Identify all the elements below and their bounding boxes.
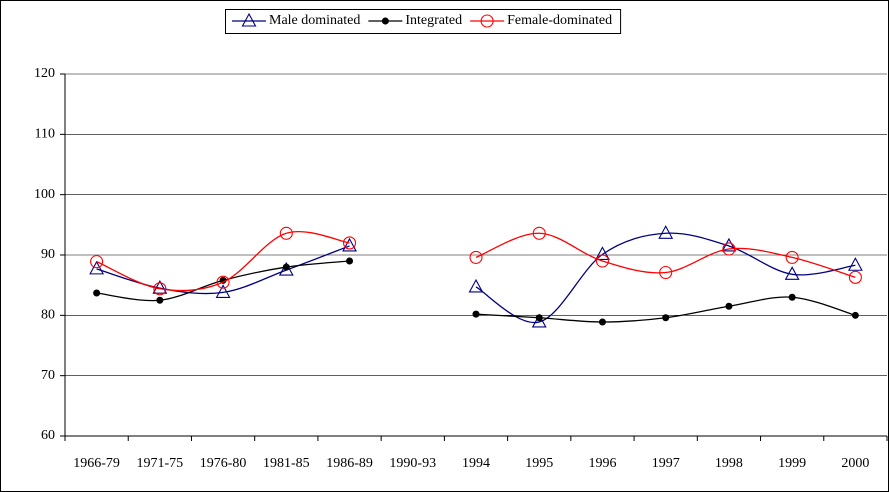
point-marker: [532, 226, 546, 240]
x-tick-label: 1997: [652, 456, 680, 471]
series: [89, 225, 863, 328]
x-tick-label: 2000: [841, 456, 869, 471]
point-marker: [282, 263, 290, 271]
point-marker: [468, 278, 484, 293]
x-tick-label: 1971-75: [137, 456, 184, 471]
point-marker: [721, 237, 737, 252]
point-marker: [785, 250, 799, 264]
point-marker: [722, 242, 736, 256]
y-tick-label: 60: [41, 428, 55, 443]
point-marker: [659, 265, 673, 280]
x-tick-label: 1994: [462, 456, 490, 471]
point-marker: [215, 284, 231, 298]
point-marker: [156, 296, 164, 304]
point-marker: [784, 266, 800, 280]
series: [93, 257, 859, 326]
y-tick-label: 110: [35, 127, 55, 142]
x-tick-label: 1990-93: [389, 456, 436, 471]
point-marker: [472, 310, 480, 318]
point-marker: [469, 250, 483, 264]
legend-label: Male dominated: [269, 13, 360, 28]
x-tick-label: 1981-85: [263, 456, 310, 471]
point-marker: [241, 12, 257, 27]
point-marker: [480, 14, 494, 28]
point-marker: [89, 260, 105, 275]
series-line: [96, 232, 856, 324]
legend-box: [225, 9, 622, 34]
y-tick-label: 100: [34, 187, 55, 202]
y-tick-label: 70: [41, 368, 55, 383]
series-line: [96, 231, 856, 292]
point-marker: [342, 236, 357, 250]
point-marker: [219, 276, 227, 284]
y-tick-label: 120: [34, 66, 55, 81]
point-marker: [595, 254, 610, 268]
legend: Male dominated Integrated Female-dominated: [225, 9, 622, 34]
y-tick-label: 90: [41, 247, 55, 262]
point-marker: [152, 280, 168, 294]
point-marker: [90, 255, 104, 269]
point-marker: [153, 282, 167, 296]
point-marker: [598, 318, 606, 326]
legend-label: Integrated: [405, 13, 462, 28]
x-tick-label: 1998: [715, 456, 743, 471]
point-marker: [346, 257, 354, 265]
point-marker: [725, 302, 733, 310]
point-marker: [848, 270, 862, 284]
x-tick-label: 1999: [778, 456, 806, 471]
x-tick-label: 1996: [588, 456, 616, 471]
point-marker: [595, 246, 610, 260]
x-tick-label: 1966-79: [73, 456, 120, 471]
series: [90, 226, 862, 296]
point-marker: [662, 314, 670, 322]
point-marker: [93, 289, 101, 297]
point-marker: [788, 293, 796, 301]
point-marker: [658, 225, 674, 239]
y-tick-label: 80: [41, 308, 55, 323]
point-marker: [216, 275, 230, 289]
legend-label: Female-dominated: [507, 13, 612, 28]
x-tick-label: 1995: [525, 456, 553, 471]
point-marker: [278, 261, 294, 276]
point-marker: [342, 237, 357, 252]
point-marker: [535, 314, 543, 322]
x-tick-label: 1986-89: [326, 456, 373, 471]
x-tick-label: 1976-80: [200, 456, 247, 471]
point-marker: [381, 17, 389, 25]
point-marker: [847, 257, 863, 271]
point-marker: [531, 313, 547, 328]
point-marker: [279, 226, 293, 240]
point-marker: [851, 311, 859, 319]
